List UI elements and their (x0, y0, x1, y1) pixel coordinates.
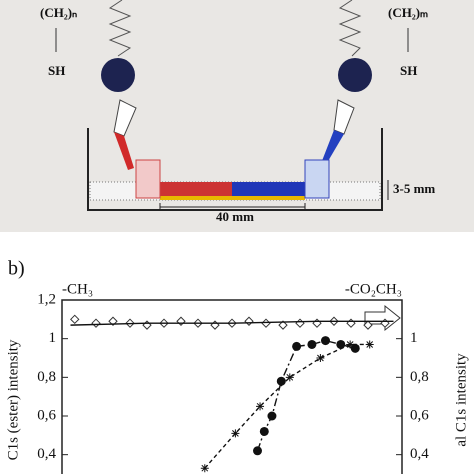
substrate (160, 196, 305, 200)
star-marker (316, 354, 325, 362)
label: (CH₂)ₘ (388, 5, 428, 20)
diamond-marker (363, 320, 373, 330)
series-line (256, 339, 356, 452)
container (87, 128, 383, 211)
circle-marker (307, 339, 317, 349)
star-marker (256, 402, 265, 411)
diamond-marker (312, 318, 322, 328)
zigzag (338, 0, 362, 57)
y-tick-label: 0,8 (37, 369, 56, 385)
source-right (304, 159, 330, 199)
star-marker (346, 340, 355, 349)
label: SH (400, 63, 417, 78)
y-tick-label: 1 (49, 330, 57, 346)
circle-marker (276, 376, 286, 386)
label: 3-5 mm (393, 181, 435, 196)
circle-marker (350, 343, 360, 353)
series-line (70, 320, 394, 326)
diamond-marker (176, 316, 186, 326)
y-axis-label: C1s (ester) intensity (5, 339, 21, 460)
circle-marker (292, 341, 302, 351)
end-label: -CO₂CH₃ (345, 281, 402, 297)
y-tick-label: 0,4 (37, 446, 56, 462)
plot-frame (61, 299, 403, 474)
source-left (135, 159, 161, 199)
bead (101, 58, 135, 92)
diamond-marker (91, 318, 101, 328)
diamond-marker (70, 314, 80, 325)
label: (CH₂)ₙ (40, 5, 77, 20)
end-label: -CH₃ (62, 281, 93, 297)
diamond-marker (244, 316, 254, 326)
diamond-marker (346, 318, 356, 328)
label: SH (48, 63, 65, 78)
diamond-marker (295, 318, 305, 328)
pipette-tip (114, 132, 134, 170)
label: 40 mm (216, 209, 254, 224)
y2-tick-label: 0,4 (410, 446, 429, 462)
y2-tick-label: 0,6 (410, 407, 429, 423)
pipette-tip (320, 130, 344, 168)
star-marker (200, 464, 209, 473)
panel-label: b) (8, 258, 25, 280)
zigzag (108, 0, 132, 57)
y2-tick-label: 0,8 (410, 369, 429, 385)
diamond-marker (210, 320, 220, 330)
star-marker (285, 373, 294, 382)
circle-marker (259, 426, 269, 436)
diamond-marker (142, 320, 152, 330)
star-marker (365, 340, 374, 349)
circle-marker (336, 339, 346, 349)
diamond-marker (261, 318, 271, 328)
y2-axis-label: al C1s intensity (453, 353, 469, 447)
diamond-marker (278, 320, 288, 330)
series-line (204, 343, 370, 469)
circle-marker (267, 411, 277, 421)
y2-tick-label: 1 (410, 330, 418, 346)
y-tick-label: 1,2 (37, 291, 56, 307)
circle-marker (321, 336, 330, 346)
y-tick-label: 0,6 (37, 407, 56, 423)
diamond-marker (108, 316, 118, 326)
circle-marker (253, 446, 262, 456)
bead (338, 58, 372, 92)
star-marker (231, 429, 240, 438)
gradient (232, 182, 305, 198)
